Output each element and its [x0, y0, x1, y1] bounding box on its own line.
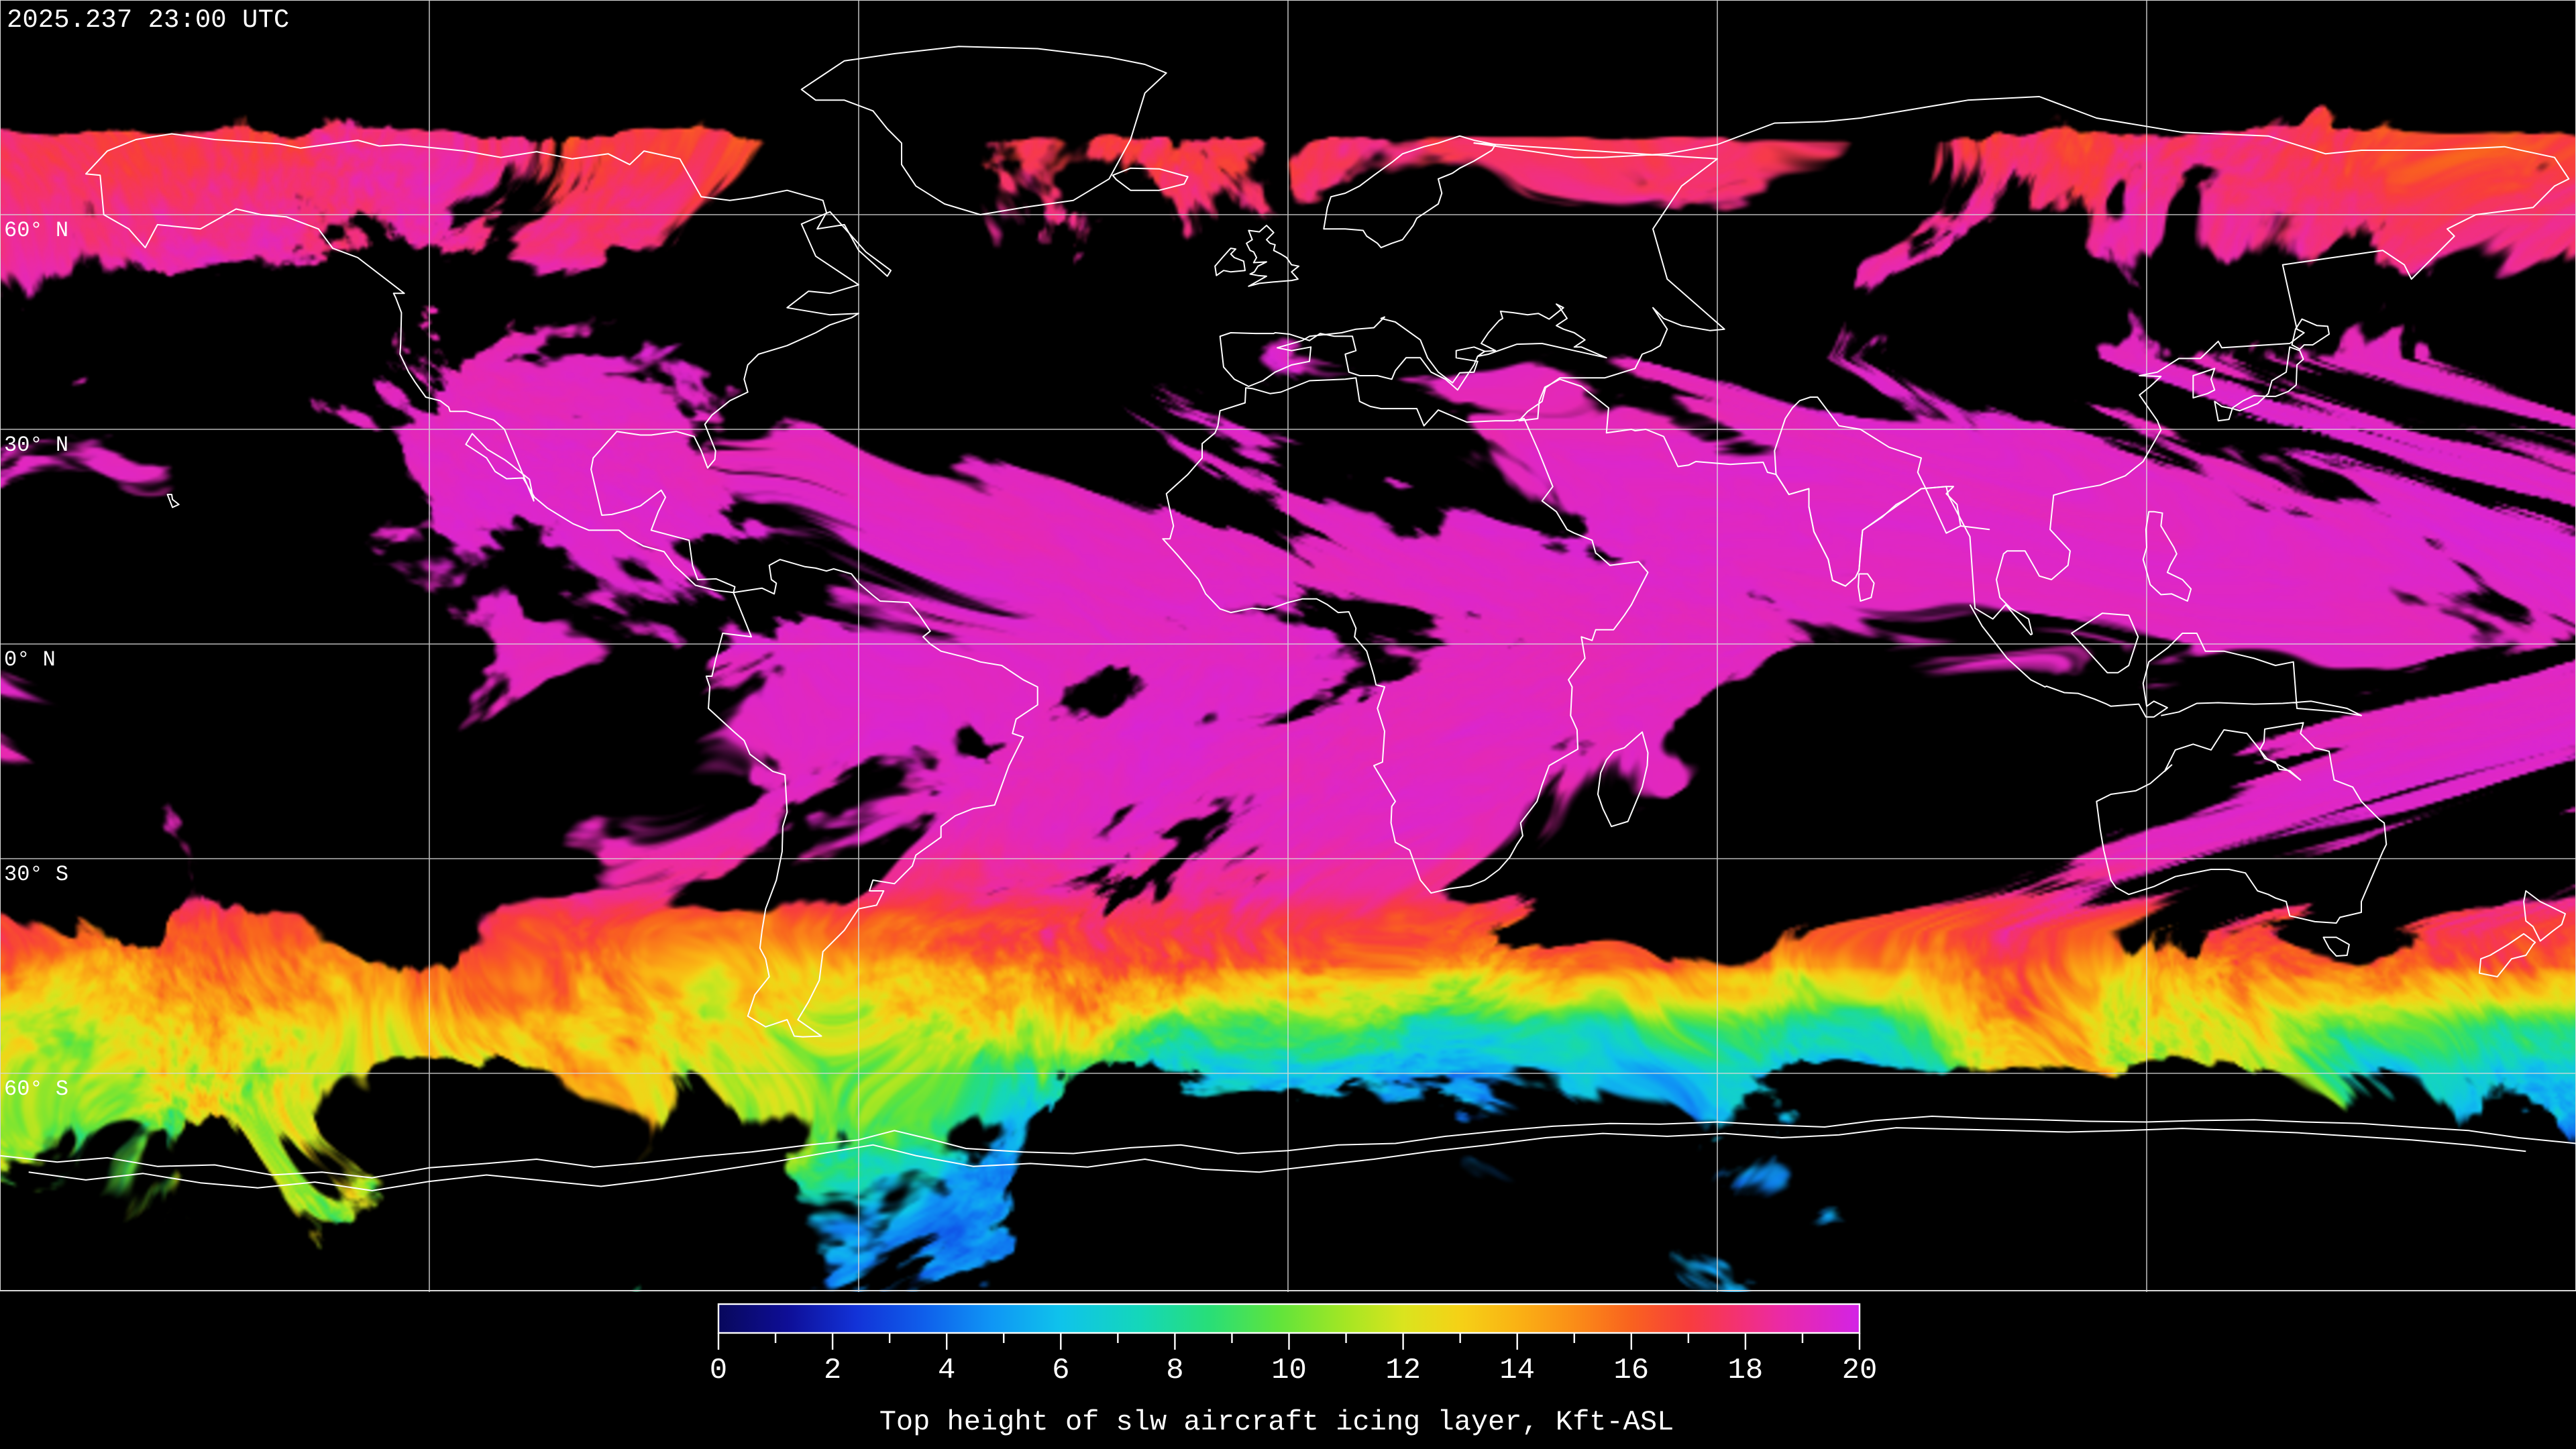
- svg-text:4: 4: [938, 1354, 955, 1387]
- svg-text:18: 18: [1727, 1354, 1763, 1387]
- svg-text:8: 8: [1166, 1354, 1183, 1387]
- svg-text:0: 0: [710, 1354, 727, 1387]
- svg-text:10: 10: [1271, 1354, 1307, 1387]
- svg-text:16: 16: [1613, 1354, 1649, 1387]
- svg-text:20: 20: [1842, 1354, 1878, 1387]
- svg-text:Top height of slw aircraft ici: Top height of slw aircraft icing layer, …: [879, 1406, 1674, 1438]
- svg-text:14: 14: [1499, 1354, 1535, 1387]
- svg-text:2: 2: [824, 1354, 841, 1387]
- svg-text:12: 12: [1385, 1354, 1421, 1387]
- svg-text:6: 6: [1052, 1354, 1069, 1387]
